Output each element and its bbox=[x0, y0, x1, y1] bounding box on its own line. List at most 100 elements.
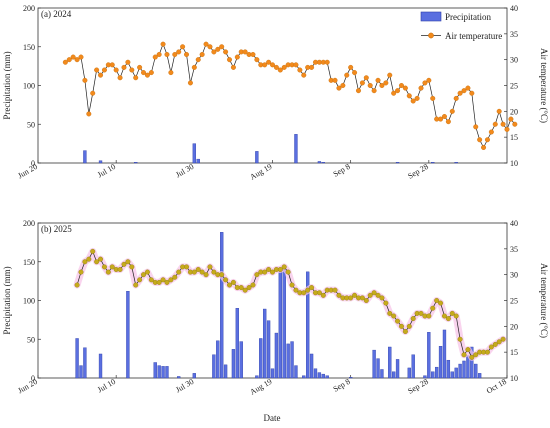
temperature-point bbox=[293, 287, 299, 293]
temperature-point bbox=[496, 108, 502, 114]
temperature-point bbox=[395, 88, 401, 94]
temperature-point bbox=[469, 90, 475, 96]
temperature-point bbox=[66, 57, 72, 63]
temperature-point bbox=[148, 277, 154, 283]
temperature-point bbox=[281, 264, 287, 270]
precipitation-bar bbox=[321, 373, 325, 379]
precipitation-bar bbox=[79, 365, 83, 379]
precipitation-bar bbox=[470, 346, 474, 379]
y-axis-title-right-2025: Air temperature (°C) bbox=[539, 263, 549, 338]
temperature-line-2025 bbox=[73, 247, 507, 361]
temperature-point bbox=[426, 77, 432, 83]
panel-tag-2024: (a) 2024 bbox=[41, 9, 72, 19]
temperature-point bbox=[305, 287, 311, 293]
temperature-point bbox=[227, 282, 233, 288]
temperature-point bbox=[281, 64, 287, 70]
precipitation-bar bbox=[434, 366, 439, 379]
y-tick-label-left: 200 bbox=[23, 219, 35, 228]
temperature-point bbox=[363, 75, 369, 81]
temperature-point bbox=[211, 49, 217, 55]
temperature-point bbox=[371, 290, 377, 296]
temperature-point bbox=[484, 137, 490, 143]
temperature-point bbox=[238, 285, 244, 291]
y-tick-label-right: 25 bbox=[510, 297, 518, 306]
temperature-point bbox=[359, 80, 365, 86]
temperature-point bbox=[86, 111, 92, 117]
temperature-point bbox=[414, 95, 420, 101]
temperature-point bbox=[250, 282, 256, 288]
panel-2024: (a) 2024 Precipitation (mm) Air temperat… bbox=[2, 4, 549, 182]
x-tick-label: Aug 19 bbox=[248, 377, 273, 397]
precipitation-bar bbox=[235, 308, 239, 379]
temperature-point bbox=[266, 59, 272, 65]
temperature-point bbox=[121, 64, 127, 70]
temperature-point bbox=[180, 44, 186, 50]
temperature-point bbox=[98, 256, 104, 262]
temperature-point bbox=[481, 144, 487, 150]
temperature-point bbox=[344, 72, 350, 78]
temperature-point bbox=[301, 72, 307, 78]
temperature-point bbox=[152, 54, 158, 60]
precipitation-bar bbox=[454, 367, 458, 379]
precipitation-bar bbox=[388, 346, 392, 379]
precipitation-bar bbox=[313, 368, 318, 379]
temperature-point bbox=[109, 264, 115, 270]
temperature-point bbox=[254, 272, 260, 278]
temperature-point bbox=[270, 269, 276, 275]
temperature-point bbox=[113, 67, 119, 73]
y-tick-label-right: 15 bbox=[510, 348, 518, 357]
temperature-point bbox=[457, 90, 463, 96]
precipitation-bar bbox=[83, 150, 87, 164]
temperature-point bbox=[105, 269, 111, 275]
x-tick-label: Jul 10 bbox=[96, 162, 117, 179]
temperature-point bbox=[82, 77, 88, 83]
temperature-point bbox=[109, 62, 115, 68]
precipitation-bar bbox=[220, 232, 224, 379]
temperature-point bbox=[98, 72, 104, 78]
y-tick-label-right: 25 bbox=[510, 82, 518, 91]
y-tick-label-left: 150 bbox=[23, 258, 35, 267]
temperature-point bbox=[133, 75, 139, 81]
temperature-point bbox=[184, 52, 190, 58]
temperature-point bbox=[512, 121, 518, 127]
temperature-point bbox=[117, 75, 123, 81]
precipitation-bar bbox=[391, 371, 396, 379]
temperature-point bbox=[379, 295, 385, 301]
temperature-point bbox=[453, 95, 459, 101]
precipitation-bar bbox=[431, 162, 435, 164]
temperature-point bbox=[70, 54, 76, 60]
temperature-point bbox=[441, 113, 447, 119]
precipitation-bar bbox=[282, 269, 286, 379]
legend-swatch-temperature-marker bbox=[428, 32, 434, 39]
precipitation-bar bbox=[161, 366, 165, 379]
precipitation-bar bbox=[321, 162, 325, 164]
temperature-point bbox=[309, 285, 315, 291]
precipitation-bar bbox=[450, 371, 454, 379]
panel-2025: (b) 2025 Precipitation (mm) Air temperat… bbox=[2, 219, 549, 397]
temperature-point bbox=[473, 124, 479, 130]
temperature-point bbox=[500, 336, 506, 342]
y-tick-label-left: 50 bbox=[27, 120, 35, 129]
temperature-point bbox=[449, 310, 455, 316]
y-tick-label-left: 100 bbox=[23, 297, 35, 306]
temperature-point bbox=[184, 264, 190, 270]
temperature-point bbox=[492, 121, 498, 127]
plot-frame-2024 bbox=[37, 7, 508, 164]
precipitation-bar bbox=[270, 368, 275, 379]
temperature-point bbox=[144, 269, 150, 275]
precipitation-bar bbox=[192, 373, 196, 379]
temperature-point bbox=[500, 121, 506, 127]
temperature-point bbox=[359, 295, 365, 301]
temperature-point bbox=[301, 290, 307, 296]
precipitation-bar bbox=[376, 358, 380, 379]
temperature-point bbox=[508, 116, 514, 122]
x-tick-label: Aug 19 bbox=[248, 162, 273, 182]
temperature-point bbox=[402, 85, 408, 91]
temperature-point bbox=[207, 264, 213, 270]
temperature-point bbox=[125, 259, 131, 265]
precipitation-bar bbox=[177, 376, 181, 379]
temperature-point bbox=[484, 349, 490, 355]
temperature-point bbox=[355, 88, 361, 94]
temperature-point bbox=[434, 298, 440, 304]
temperature-point bbox=[293, 62, 299, 68]
